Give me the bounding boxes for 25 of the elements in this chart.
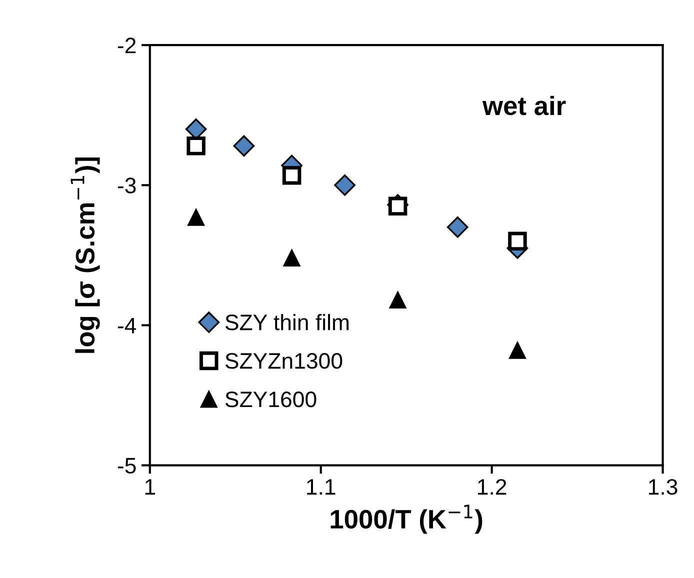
legend-label: SZY thin film [225,314,349,330]
legend-label: SZY1600 [225,392,316,408]
y-tick-label: -3 [118,178,136,194]
x-axis-title: 1000/T (K$^{−1}$) [330,504,482,534]
y-tick-label: -5 [118,458,136,474]
point [283,250,300,266]
point [188,208,205,226]
legend-label: SZYZn1300 [225,353,342,369]
x-tick-label: 1.3 [649,479,678,495]
y-tick-label: -2 [118,38,136,54]
point [446,216,468,238]
point [233,135,255,157]
annotation: wet air [482,96,566,116]
point [334,174,356,196]
point [388,196,408,216]
point [282,166,302,185]
point [508,232,527,251]
point [389,292,406,308]
point [508,342,526,359]
x-tick-label: 1.1 [307,479,336,495]
y-tick-label: -4 [118,318,136,334]
x-tick-label: 1 [145,479,155,495]
x-tick-label: 1.2 [478,479,506,495]
point [186,136,206,156]
y-axis-title: log [σ (S.cm$^{−1}$)] [70,157,100,353]
